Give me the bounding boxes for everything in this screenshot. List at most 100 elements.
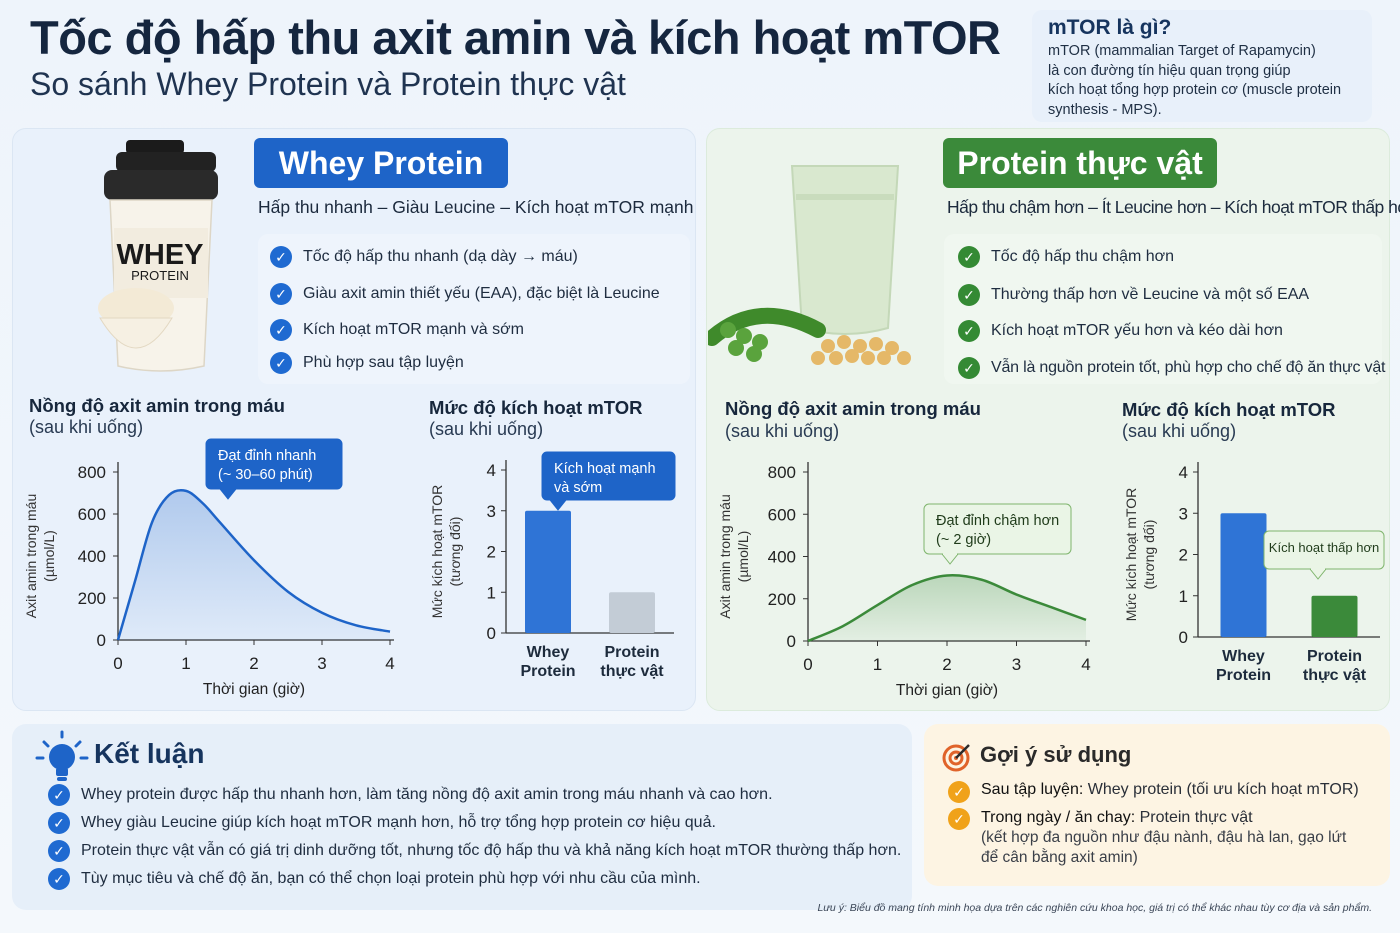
peak-annotation: Đạt đỉnh nhanh (~ 30–60 phút)	[205, 438, 343, 500]
svg-text:Đạt đỉnh nhanh(~ 30–60 phút): Đạt đỉnh nhanh (~ 30–60 phút)	[218, 448, 316, 483]
svg-text:Đạt đỉnh chậm hơn(~ 2 giờ): Đạt đỉnh chậm hơn (~ 2 giờ)	[936, 513, 1059, 548]
plant-feature-item: ✓ Kích hoạt mTOR yếu hơn và kéo dài hơn	[958, 320, 1283, 342]
y-tick-label: 4	[1179, 463, 1188, 482]
whey-amino-chart: 0 200 400 600 800 0 1 2 3 4 Thời gian (giờ) Axit am…	[23, 438, 395, 698]
svg-text:Axit amin trong máu(µmol/L): Axit amin trong máu (µmol/L)	[23, 494, 57, 619]
check-icon: ✓	[958, 284, 980, 306]
y-tick-label: 800	[768, 463, 796, 482]
check-icon: ✓	[270, 319, 292, 341]
y-tick-label: 400	[768, 548, 796, 567]
y-tick-label: 0	[1179, 628, 1188, 647]
bar	[525, 510, 571, 633]
peak-annotation: Đạt đỉnh chậm hơn (~ 2 giờ)	[923, 503, 1072, 565]
y-tick-label: 200	[78, 589, 106, 608]
plant-feature-item: ✓ Thường thấp hơn về Leucine và một số EA…	[958, 284, 1309, 306]
bar-category-label: Protein thực vật	[1303, 648, 1367, 684]
check-icon: ✓	[48, 784, 70, 806]
check-icon: ✓	[270, 352, 292, 374]
suggestion-heading: Gợi ý sử dụng	[980, 742, 1132, 767]
check-icon: ✓	[48, 840, 70, 862]
svg-text:Mức kích hoạt mTOR(tương đối): Mức kích hoạt mTOR (tương đối)	[429, 485, 463, 619]
svg-text:Kích hoạt thấp hơn: Kích hoạt thấp hơn	[1269, 540, 1379, 555]
plant-feature-item: ✓ Tốc độ hấp thu chậm hơn	[958, 246, 1174, 268]
x-tick-label: 1	[181, 654, 190, 673]
whey-mtor-chart: 0 1 2 3 4 Mức kích hoạt mTOR (tương đối) Whey Pr…	[429, 451, 676, 680]
mtor-info-box: mTOR là gì? mTOR (mammalian Target of Ra…	[1032, 10, 1372, 122]
check-icon: ✓	[958, 357, 980, 379]
footnote: Lưu ý: Biểu đồ mang tính minh họa dựa tr…	[817, 902, 1372, 914]
bar	[609, 592, 655, 633]
x-tick-label: 2	[249, 654, 258, 673]
chart-subtitle: (sau khi uống)	[429, 419, 544, 439]
conclusion-item: ✓ Protein thực vật vẫn có giá trị dinh dư…	[48, 840, 901, 862]
info-line: kích hoạt tổng hợp protein cơ (muscle pr…	[1048, 82, 1342, 98]
chart-subtitle: (sau khi uống)	[725, 421, 840, 441]
x-tick-label: 4	[385, 654, 394, 673]
whey-feature-item: ✓ Tốc độ hấp thu nhanh (dạ dày → máu)	[270, 246, 578, 268]
y-tick-label: 3	[1179, 504, 1188, 523]
plant-tagline: Hấp thu chậm hơn – Ít Leucine hơn – Kích…	[947, 197, 1400, 217]
bar	[1311, 595, 1358, 637]
y-tick-label: 200	[768, 590, 796, 609]
bar	[1220, 513, 1267, 637]
svg-text:Axit amin trong máu(µmol/L): Axit amin trong máu (µmol/L)	[717, 494, 751, 619]
plant-amino-chart: 0 200 400 600 800 0 1 2 3 4 Thời gian (giờ) Axit am…	[717, 462, 1091, 699]
whey-product-sublabel: PROTEIN	[131, 268, 189, 283]
whey-badge: Whey Protein	[254, 138, 508, 188]
plant-badge: Protein thực vật	[943, 138, 1217, 188]
x-tick-label: 3	[1012, 655, 1021, 674]
y-tick-label: 400	[78, 547, 106, 566]
y-tick-label: 2	[1179, 546, 1188, 565]
whey-tagline: Hấp thu nhanh – Giàu Leucine – Kích hoạt…	[258, 197, 694, 217]
y-tick-label: 600	[768, 505, 796, 524]
y-tick-label: 2	[487, 543, 496, 562]
chart-subtitle: (sau khi uống)	[1122, 421, 1237, 441]
y-tick-label: 0	[787, 632, 796, 651]
target-icon	[942, 744, 970, 772]
suggestion-box: Gợi ý sử dụng ✓ Sau tập luyện: Whey prot…	[924, 724, 1390, 886]
x-tick-label: 0	[803, 655, 812, 674]
y-tick-label: 0	[487, 624, 496, 643]
chart-title: Mức độ kích hoạt mTOR	[1122, 399, 1336, 420]
check-icon: ✓	[958, 246, 980, 268]
info-line: mTOR (mammalian Target of Rapamycin)	[1048, 43, 1316, 59]
y-tick-label: 800	[78, 463, 106, 482]
bar-category-label: Protein thực vật	[600, 644, 664, 680]
powder-bowl-illustration	[98, 288, 174, 349]
whey-feature-item: ✓ Phù hợp sau tập luyện	[270, 352, 464, 374]
bar-annotation: Kích hoạt mạnh và sớm	[541, 451, 676, 511]
y-axis-label: Mức kích hoạt mTOR (tương đối)	[429, 485, 463, 619]
plant-drink-illustration	[708, 165, 911, 365]
whey-product-label: WHEY	[117, 239, 204, 271]
y-tick-label: 3	[487, 502, 496, 521]
info-heading: mTOR là gì?	[1048, 16, 1172, 39]
suggestion-item: ✓ Trong ngày / ăn chay: Protein thực vật…	[948, 808, 1361, 868]
area-fill	[808, 575, 1086, 641]
plant-feature-box	[944, 234, 1382, 384]
y-axis-label: Mức kích hoạt mTOR (tương đối)	[1123, 488, 1157, 622]
y-tick-label: 0	[97, 631, 106, 650]
bar-category-label: Whey Protein	[1216, 648, 1271, 684]
bar-category-label: Whey Protein	[520, 644, 575, 680]
series-line	[807, 574, 1087, 643]
x-axis-label: Thời gian (giờ)	[896, 682, 998, 699]
plant-mtor-chart: 0 1 2 3 4 Mức kích hoạt mTOR (tương đối) Whey Pr…	[1123, 462, 1385, 684]
x-tick-label: 3	[317, 654, 326, 673]
x-tick-label: 0	[113, 654, 122, 673]
bar-annotation: Kích hoạt thấp hơn	[1263, 530, 1385, 580]
check-icon: ✓	[270, 246, 292, 268]
whey-feature-box	[258, 234, 690, 384]
chart-title: Mức độ kích hoạt mTOR	[429, 397, 643, 418]
page-subtitle: So sánh Whey Protein và Protein thực vật	[30, 66, 626, 102]
svg-text:Mức kích hoạt mTOR(tương đối): Mức kích hoạt mTOR (tương đối)	[1123, 488, 1157, 622]
chart-title: Nồng độ axit amin trong máu	[29, 395, 285, 416]
plant-feature-item: ✓ Vẫn là nguồn protein tốt, phù hợp cho c…	[958, 357, 1385, 379]
conclusion-box: Kết luận ✓ Whey protein được hấp thu nhan…	[12, 724, 912, 910]
x-tick-label: 1	[873, 655, 882, 674]
check-icon: ✓	[958, 320, 980, 342]
info-line: synthesis - MPS).	[1048, 101, 1162, 118]
lightbulb-icon	[35, 730, 89, 781]
check-icon: ✓	[948, 808, 970, 830]
chart-title: Nồng độ axit amin trong máu	[725, 398, 981, 419]
suggestion-item: ✓ Sau tập luyện: Whey protein (tối ưu kí…	[948, 781, 1359, 803]
